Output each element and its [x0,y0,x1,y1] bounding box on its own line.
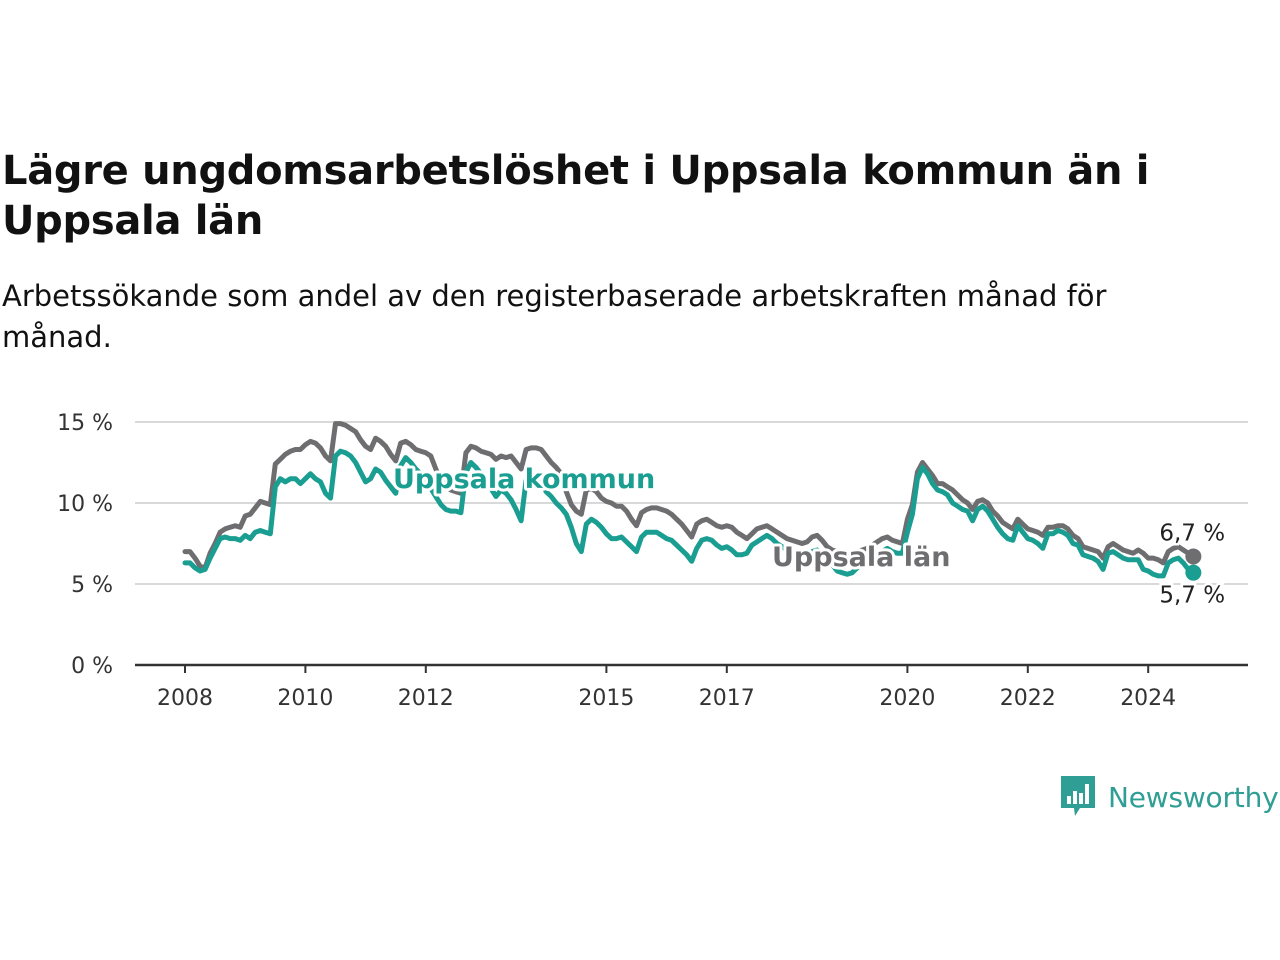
series-lines [182,421,1202,581]
brand-name: Newsworthy [1108,780,1279,814]
y-tick-label: 0 % [71,654,113,679]
x-tick-label: 2017 [699,686,755,711]
x-tick-label: 2008 [157,686,213,711]
x-tick-label: 2012 [398,686,454,711]
y-tick-label: 15 % [57,411,113,436]
x-axis-ticks: 2008 2010 2012 2015 2017 2020 2022 2024 [157,665,1176,711]
end-point-uppsala-l-n [1185,548,1202,565]
end-value-label-uppsala-kommun: 5,7 % [1159,583,1225,609]
series-line-uppsala-kommun [182,448,1196,579]
newsworthy-logo-icon [1061,776,1095,816]
y-tick-label: 10 % [57,492,113,517]
x-tick-label: 2024 [1120,686,1176,711]
x-tick-label: 2020 [879,686,935,711]
x-tick-label: 2022 [1000,686,1056,711]
chart-title: Lägre ungdomsarbetslöshet i Uppsala komm… [2,148,1150,244]
end-value-label-uppsala-l-n: 6,7 % [1159,520,1225,546]
x-tick-label: 2015 [578,686,634,711]
y-tick-label: 5 % [71,573,113,598]
series-label-uppsala-l-n: Uppsala län [772,542,950,573]
series-labels: Uppsala län Uppsala kommun 6,7 % 5,7 % [390,461,1228,611]
series-label-uppsala-kommun: Uppsala kommun [393,464,655,495]
end-point-uppsala-kommun [1185,564,1202,581]
chart-subtitle: Arbetssökande som andel av den registerb… [2,279,1107,354]
grid-lines [135,421,1248,667]
x-tick-label: 2010 [277,686,333,711]
series-line-uppsala-l-n [182,421,1196,571]
y-axis-ticks: 0 % 5 % 10 % 15 % [57,411,113,679]
brand-logo: Newsworthy [1058,774,1279,820]
